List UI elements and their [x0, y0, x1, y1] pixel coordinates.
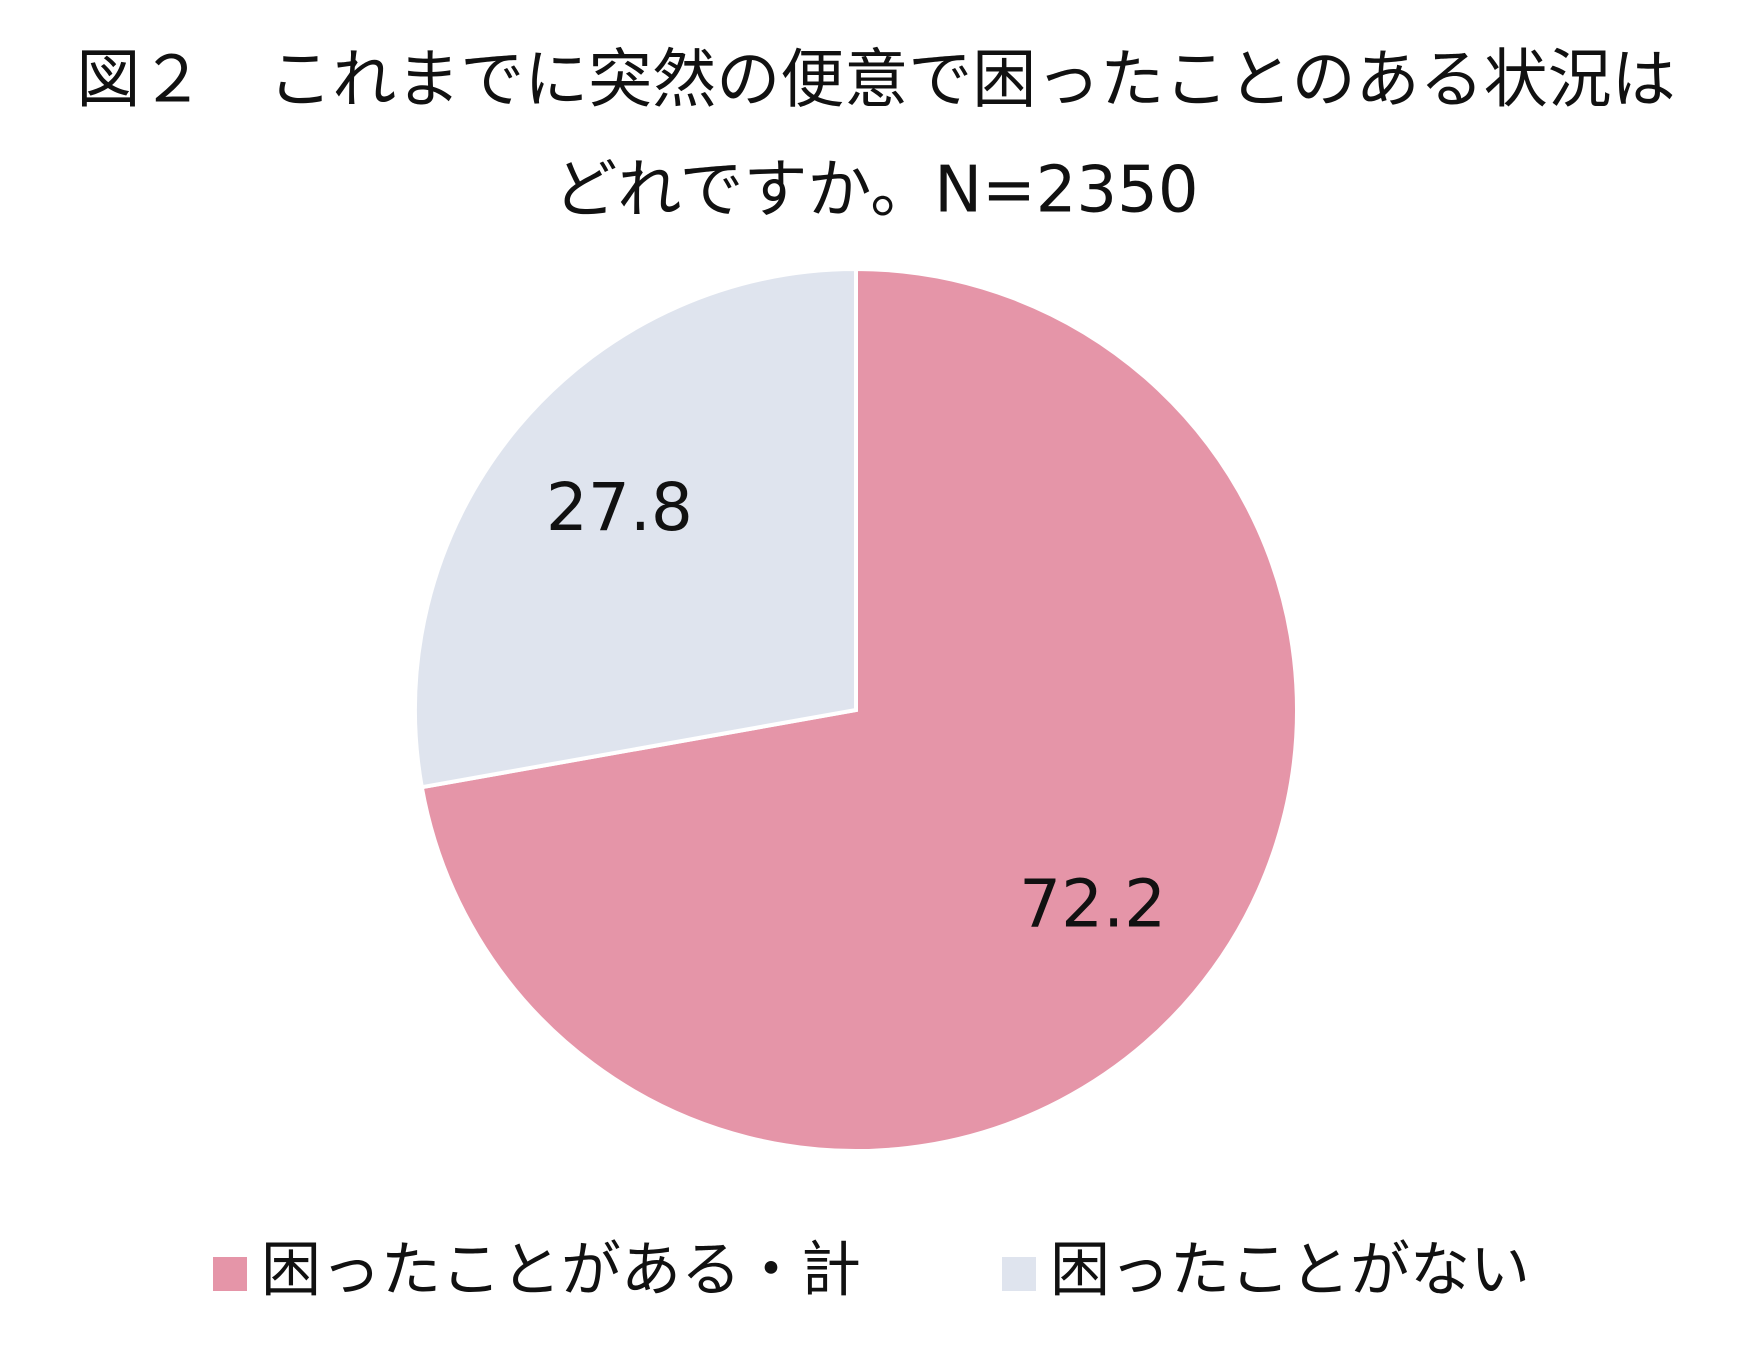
data-label: 72.2 — [1019, 865, 1166, 942]
legend-label: 困ったことがある・計 — [261, 1236, 861, 1306]
chart-title: どれですか。N=2350 — [553, 154, 1198, 228]
legend-label: 困ったことがない — [1050, 1236, 1530, 1306]
pie-slice — [419, 266, 1299, 1153]
chart-title: 図２ これまでに突然の便意で困ったことのある状況は — [76, 44, 1675, 118]
pie-slice — [413, 266, 858, 790]
legend-swatch — [1002, 1257, 1036, 1291]
data-label: 27.8 — [546, 469, 693, 546]
legend-swatch — [213, 1257, 247, 1291]
